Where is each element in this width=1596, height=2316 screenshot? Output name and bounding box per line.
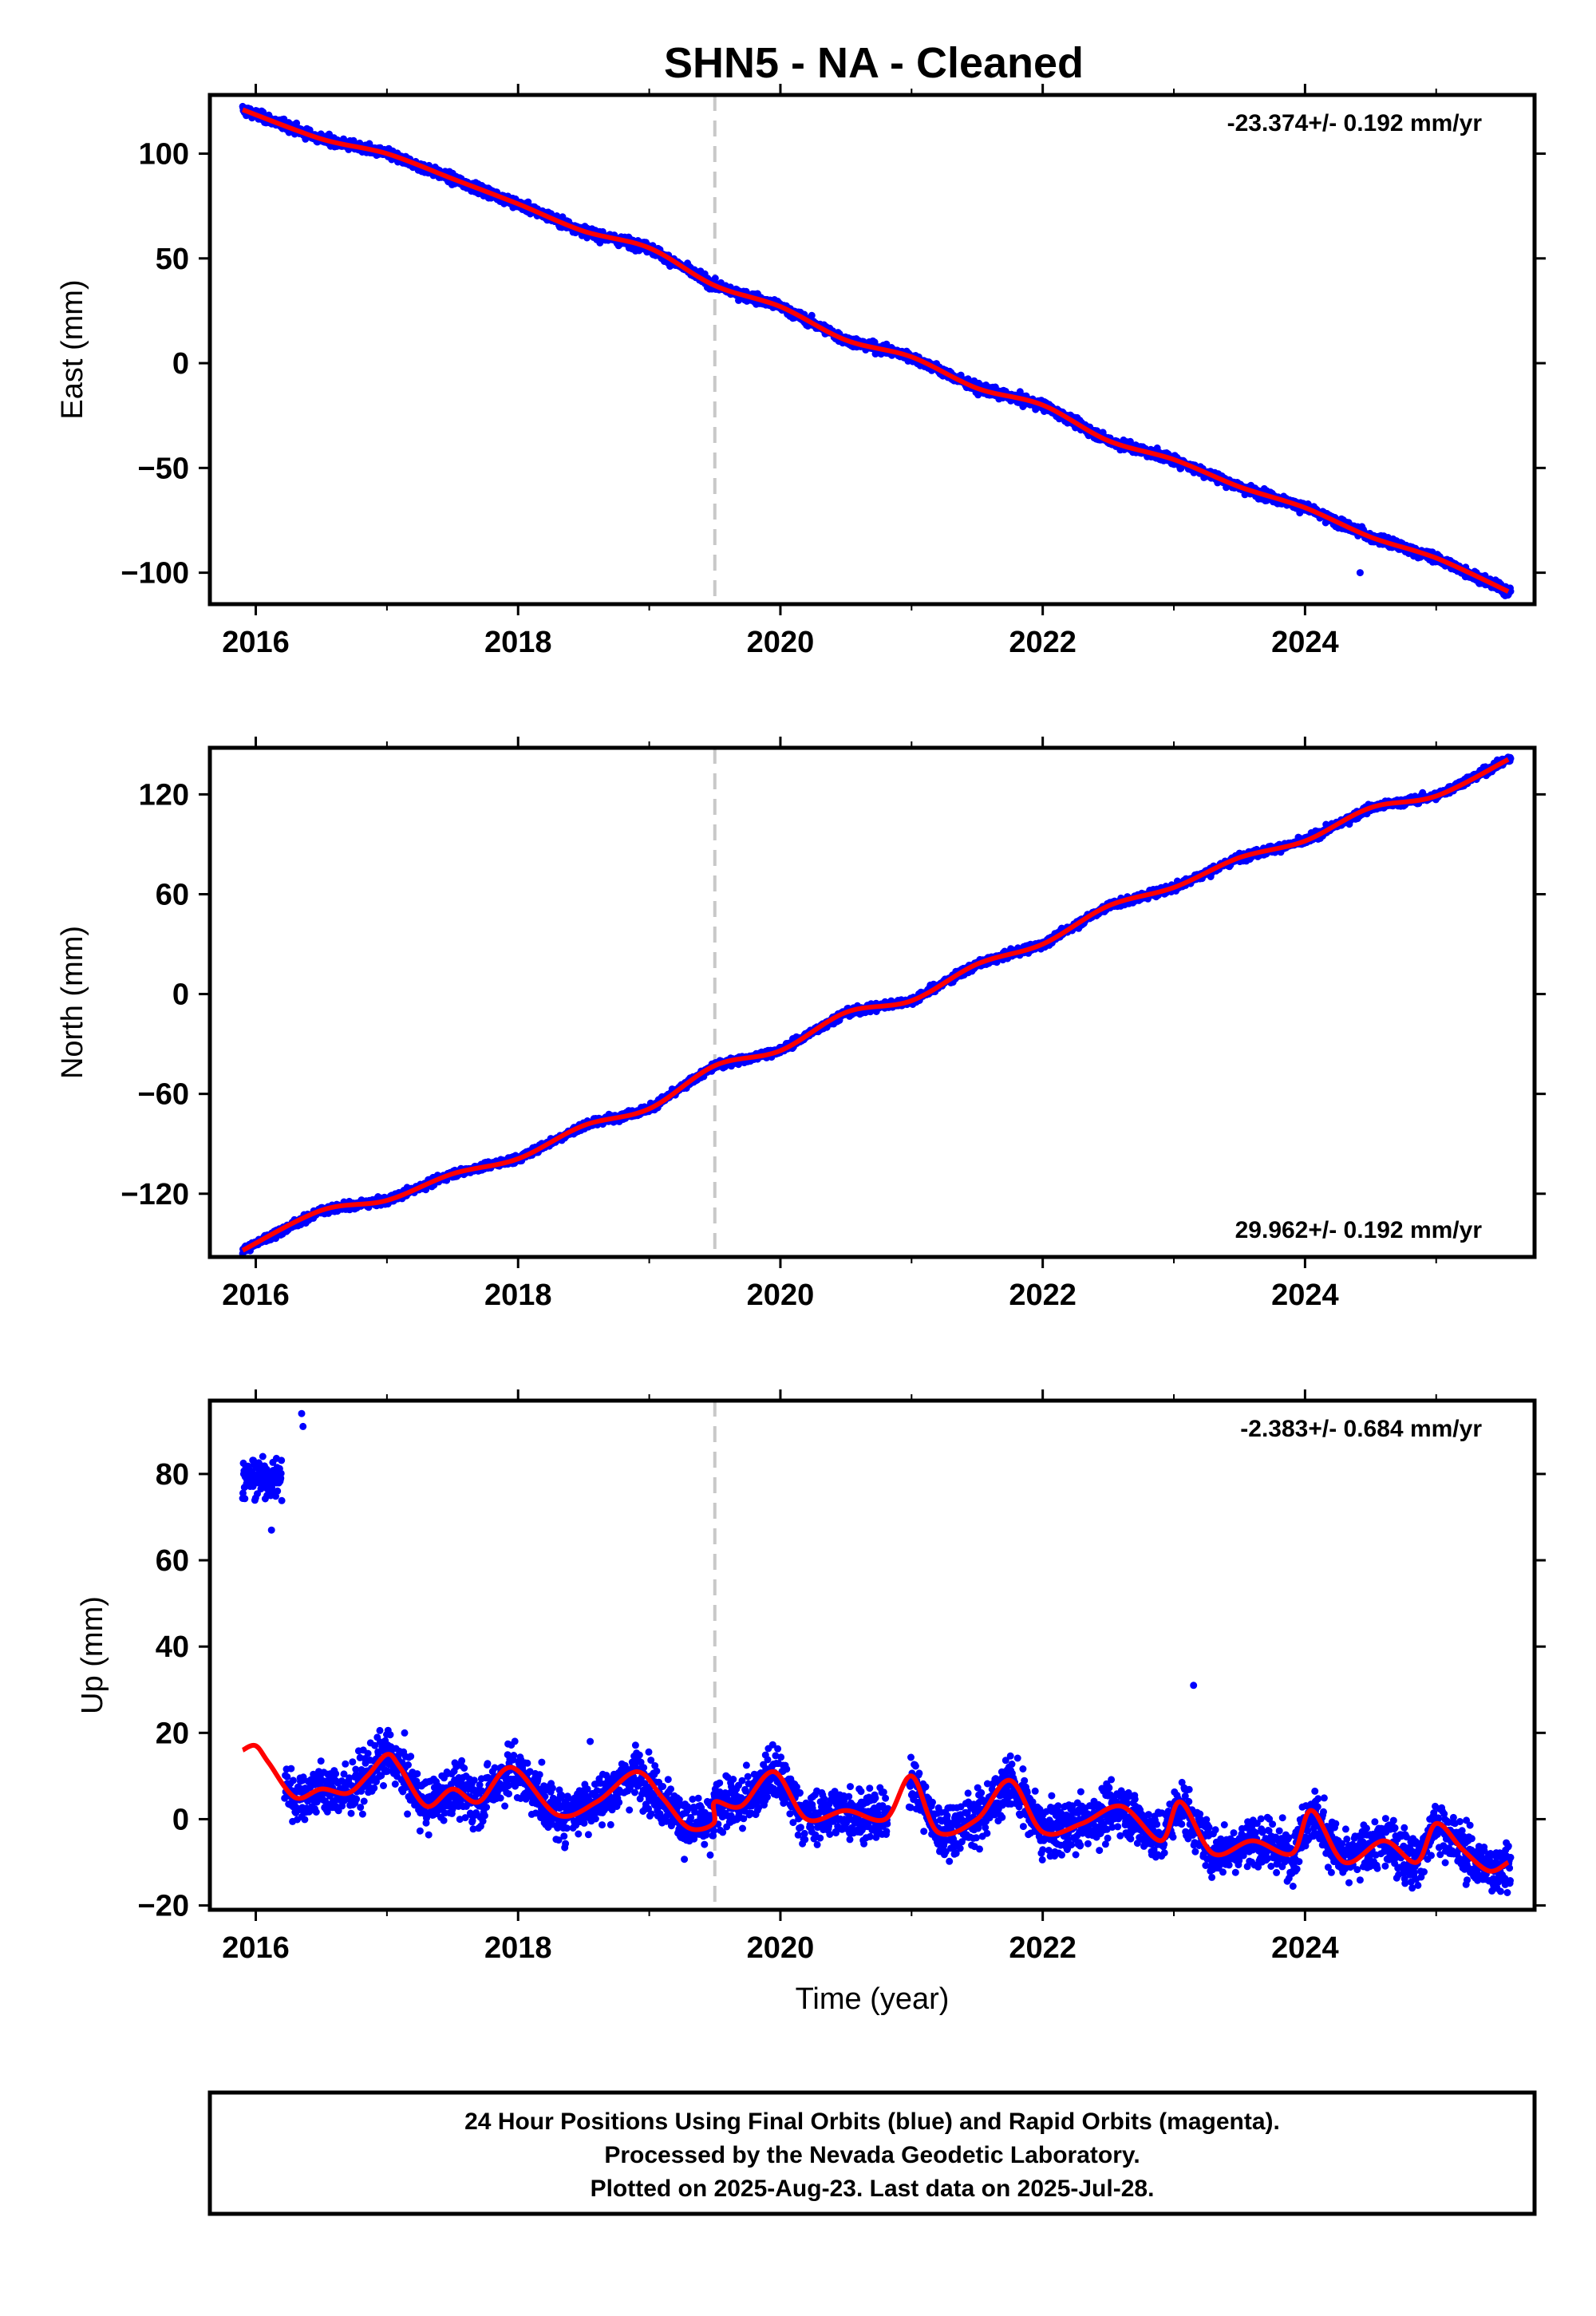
east-ytick-label: 100 [139, 138, 189, 172]
north-frame [207, 745, 1537, 1259]
north-ytick-label: 120 [139, 778, 189, 812]
east-ytick-label: 50 [156, 243, 189, 276]
north-fit-line [241, 757, 1510, 1253]
north-xtick-label: 2024 [1271, 1279, 1339, 1312]
up-xtick-label: 2016 [222, 1931, 290, 1965]
up-ylabel: Up (mm) [76, 1596, 109, 1714]
up-ytick-label: 80 [156, 1458, 189, 1492]
footer-frame [207, 2090, 1537, 2216]
north-ytick-label: −60 [138, 1078, 189, 1112]
up-xtick-label: 2022 [1009, 1931, 1077, 1965]
east-panel: 2016 2018 2020 2022 2024 100 50 0 −50 −100 East (m… [56, 84, 1546, 659]
east-xtick-label: 2024 [1271, 626, 1339, 659]
north-xtick-label: 2016 [222, 1279, 290, 1312]
footer-line-3: Plotted on 2025-Aug-23. Last data on 202… [591, 2176, 1155, 2202]
east-plot-area [239, 95, 1515, 604]
up-ytick-label: −20 [138, 1890, 189, 1923]
east-xtick-label: 2018 [484, 626, 552, 659]
east-ytick-label: −100 [120, 557, 189, 591]
up-data-points [239, 1409, 1515, 1896]
up-xlabel: Time (year) [796, 1982, 950, 2016]
north-ytick-label: 60 [156, 878, 189, 911]
footer-line-2: Processed by the Nevada Geodetic Laborat… [604, 2142, 1140, 2168]
north-xtick-label: 2020 [747, 1279, 815, 1312]
up-ytick-label: 20 [156, 1717, 189, 1750]
up-rate-annotation: -2.383+/- 0.684 mm/yr [1240, 1416, 1482, 1442]
up-panel: 2016 2018 2020 2022 2024 80 60 40 20 0 −20 Up (mm) T… [76, 1389, 1546, 2016]
east-ytick-label: 0 [172, 347, 189, 381]
east-ytick-label: −50 [138, 452, 189, 485]
north-rate-annotation: 29.962+/- 0.192 mm/yr [1235, 1217, 1483, 1243]
up-xtick-label: 2018 [484, 1931, 552, 1965]
figure-title: SHN5 - NA - Cleaned [664, 39, 1084, 87]
footer-box: 24 Hour Positions Using Final Orbits (bl… [207, 2090, 1537, 2216]
north-ylabel: North (mm) [56, 926, 89, 1079]
north-plot-area [239, 748, 1515, 1257]
up-frame [207, 1398, 1537, 1912]
up-ytick-label: 0 [172, 1803, 189, 1836]
east-xtick-label: 2022 [1009, 626, 1077, 659]
north-panel: 2016 2018 2020 2022 2024 120 60 0 −60 −120 North (… [56, 737, 1546, 1312]
east-data-points [239, 102, 1515, 599]
north-xtick-label: 2018 [484, 1279, 552, 1312]
east-frame [207, 93, 1537, 607]
up-fit-line [241, 1742, 1510, 1874]
up-ytick-label: 40 [156, 1630, 189, 1664]
up-xtick-label: 2020 [747, 1931, 815, 1965]
east-xtick-label: 2016 [222, 626, 290, 659]
up-xtick-label: 2024 [1271, 1931, 1339, 1965]
east-xtick-label: 2020 [747, 626, 815, 659]
north-xtick-label: 2022 [1009, 1279, 1077, 1312]
up-plot-area [239, 1401, 1515, 1910]
east-fit-line [242, 107, 1510, 594]
up-ytick-label: 60 [156, 1544, 189, 1578]
footer-line-1: 24 Hour Positions Using Final Orbits (bl… [464, 2109, 1280, 2135]
north-ytick-label: −120 [120, 1178, 189, 1211]
north-ytick-label: 0 [172, 978, 189, 1012]
east-ylabel: East (mm) [56, 279, 89, 419]
east-rate-annotation: -23.374+/- 0.192 mm/yr [1227, 110, 1483, 136]
